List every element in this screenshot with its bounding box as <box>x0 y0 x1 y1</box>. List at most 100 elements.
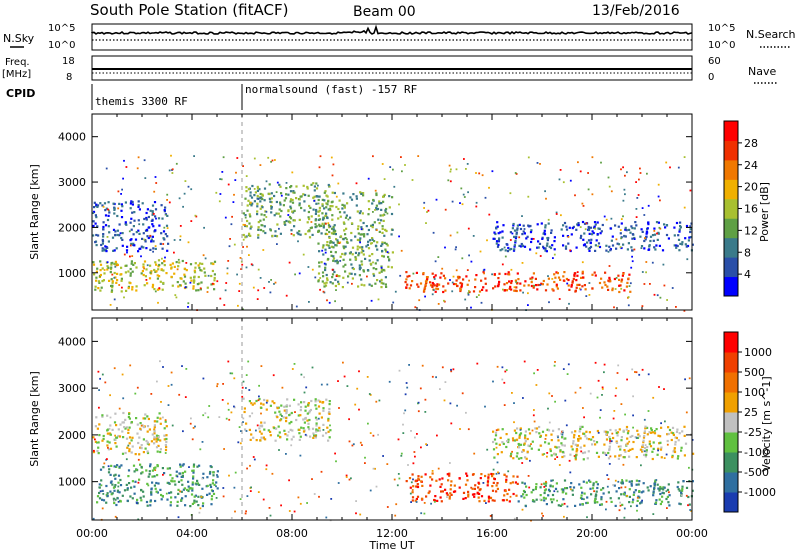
echo-cell <box>618 509 621 512</box>
echo-cell <box>412 272 415 275</box>
echo-cell <box>127 415 130 419</box>
echo-cell <box>639 235 642 238</box>
echo-cell <box>517 278 520 281</box>
echo-cell <box>640 245 644 248</box>
echo-cell <box>164 452 167 454</box>
echo-cell <box>256 187 260 190</box>
colorbar-swatch <box>724 392 738 413</box>
echo-cell <box>613 277 616 281</box>
echo-cell <box>333 270 336 274</box>
echo-cell <box>635 456 638 459</box>
echo-cell <box>307 422 310 425</box>
echo-cell <box>574 443 577 446</box>
echo-cell <box>615 238 618 241</box>
echo-cell <box>390 233 393 236</box>
echo-cell <box>539 284 542 286</box>
echo-cell <box>294 411 296 413</box>
echo-cell <box>169 473 172 477</box>
echo-cell <box>109 304 112 306</box>
echo-cell <box>683 434 686 437</box>
x-tick-label: 20:00 <box>576 527 608 540</box>
echo-cell <box>640 491 643 494</box>
echo-cell <box>308 301 310 303</box>
echo-cell <box>661 491 664 494</box>
echo-cell <box>609 438 612 441</box>
echo-cell <box>192 427 195 429</box>
echo-cell <box>323 262 326 265</box>
echo-cell <box>645 230 648 233</box>
echo-cell <box>541 236 544 239</box>
echo-cell <box>519 432 523 435</box>
echo-cell <box>614 455 617 458</box>
echo-cell <box>320 232 323 235</box>
echo-cell <box>177 285 180 288</box>
echo-cell <box>329 208 332 212</box>
echo-cell <box>287 214 290 216</box>
echo-cell <box>170 383 173 386</box>
echo-cell <box>649 445 653 448</box>
echo-cell <box>327 417 330 420</box>
echo-cell <box>146 450 149 453</box>
echo-cell <box>620 278 624 281</box>
echo-cell <box>503 473 506 476</box>
nave-tick-bottom: 0 <box>708 72 714 83</box>
echo-cell <box>565 492 568 495</box>
echo-cell <box>582 276 585 279</box>
echo-cell <box>260 424 264 427</box>
echo-cell <box>308 204 311 208</box>
echo-cell <box>594 244 597 247</box>
echo-cell <box>683 156 686 158</box>
echo-cell <box>298 218 301 221</box>
echo-cell <box>532 286 535 289</box>
echo-cell <box>491 485 494 488</box>
echo-cell <box>533 420 536 423</box>
echo-cell <box>293 219 296 222</box>
echo-cell <box>194 214 197 217</box>
echo-cell <box>313 199 316 202</box>
echo-cell <box>455 168 458 171</box>
echo-cell <box>216 383 219 385</box>
echo-cell <box>588 228 591 232</box>
echo-cell <box>631 501 634 504</box>
echo-cell <box>285 219 288 223</box>
echo-cell <box>311 268 314 271</box>
echo-cell <box>130 260 133 263</box>
echo-cell <box>256 424 259 427</box>
echo-cell <box>456 231 459 234</box>
echo-cell <box>151 433 154 436</box>
echo-cell <box>137 441 140 445</box>
echo-cell <box>171 424 174 427</box>
echo-cell <box>455 279 458 282</box>
echo-cell <box>529 231 533 234</box>
echo-cell <box>154 261 157 264</box>
echo-cell <box>150 270 153 273</box>
echo-cell <box>111 280 114 283</box>
echo-cell <box>270 197 273 200</box>
echo-cell <box>162 473 164 476</box>
echo-cell <box>665 490 668 493</box>
echo-cell <box>652 239 655 242</box>
echo-cell <box>180 277 183 280</box>
echo-cell <box>293 363 296 365</box>
echo-cell <box>449 170 452 173</box>
echo-cell <box>118 435 122 438</box>
echo-cell <box>140 255 142 258</box>
echo-cell <box>337 482 340 484</box>
echo-cell <box>142 426 145 429</box>
echo-cell <box>494 431 498 434</box>
echo-cell <box>617 457 620 460</box>
echo-cell <box>654 501 658 504</box>
echo-cell <box>104 224 108 227</box>
echo-cell <box>643 418 646 421</box>
echo-cell <box>212 474 215 477</box>
freq-strip: Freq. [MHz] 18 8 60 0 Nave <box>2 55 778 84</box>
echo-cell <box>562 275 565 278</box>
echo-cell <box>156 416 159 419</box>
echo-cell <box>429 476 432 479</box>
echo-cell <box>318 223 321 226</box>
echo-cell <box>249 215 252 218</box>
echo-cell <box>146 441 149 444</box>
echo-cell <box>490 472 493 476</box>
echo-cell <box>467 495 470 498</box>
echo-cell <box>97 441 100 444</box>
